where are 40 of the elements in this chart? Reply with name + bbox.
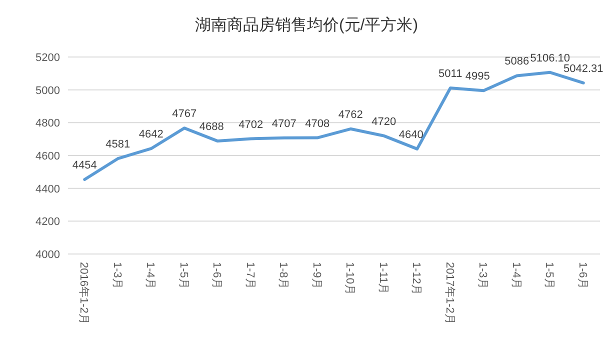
data-label: 4640 — [398, 128, 424, 141]
y-tick-label: 5000 — [36, 84, 60, 97]
data-label: 5011 — [438, 68, 462, 80]
x-tick-label: 1-6月 — [210, 262, 223, 289]
data-label: 5042.31 — [563, 62, 604, 75]
x-tick-label: 2016年1-2月 — [78, 262, 90, 324]
data-label: 4642 — [138, 128, 164, 141]
data-label: 4581 — [106, 138, 130, 151]
x-tick-label: 1-3月 — [110, 262, 123, 289]
x-tick-label: 1-7月 — [244, 262, 256, 289]
y-tick-label: 4800 — [36, 118, 60, 130]
data-label: 4708 — [305, 118, 330, 130]
data-label: 5086 — [504, 56, 530, 68]
x-tick-label: 1-3月 — [476, 262, 489, 289]
x-tick-label: 1-8月 — [277, 262, 290, 289]
x-tick-label: 1-9月 — [310, 262, 322, 289]
data-label: 4707 — [272, 118, 296, 130]
x-tick-label: 1-4月 — [144, 262, 156, 289]
x-tick-label: 1-6月 — [576, 262, 588, 289]
x-tick-label: 1-5月 — [177, 262, 190, 289]
data-label: 4454 — [72, 159, 97, 172]
data-label: 4688 — [199, 121, 224, 134]
data-label: 4767 — [172, 108, 197, 120]
data-label: 4720 — [372, 116, 396, 128]
x-tick-label: 1-10月 — [344, 262, 356, 296]
x-tick-label: 1-12月 — [410, 262, 422, 296]
y-tick-label: 5200 — [36, 52, 60, 64]
y-tick-label: 4200 — [36, 216, 60, 228]
data-label: 5106.10 — [530, 52, 570, 64]
x-tick-label: 1-11月 — [376, 262, 389, 294]
y-tick-label: 4400 — [36, 183, 60, 196]
x-tick-label: 1-5月 — [543, 262, 556, 289]
data-label: 4702 — [238, 118, 264, 131]
data-label: 4762 — [338, 108, 363, 121]
data-label: 4995 — [465, 70, 490, 83]
x-tick-label: 1-4月 — [510, 262, 522, 289]
y-tick-label: 4600 — [36, 150, 60, 162]
y-tick-label: 4000 — [36, 249, 60, 261]
chart-title: 湖南商品房销售均价(元/平方米) — [194, 16, 418, 34]
x-tick-label: 2017年1-2月 — [443, 262, 456, 324]
